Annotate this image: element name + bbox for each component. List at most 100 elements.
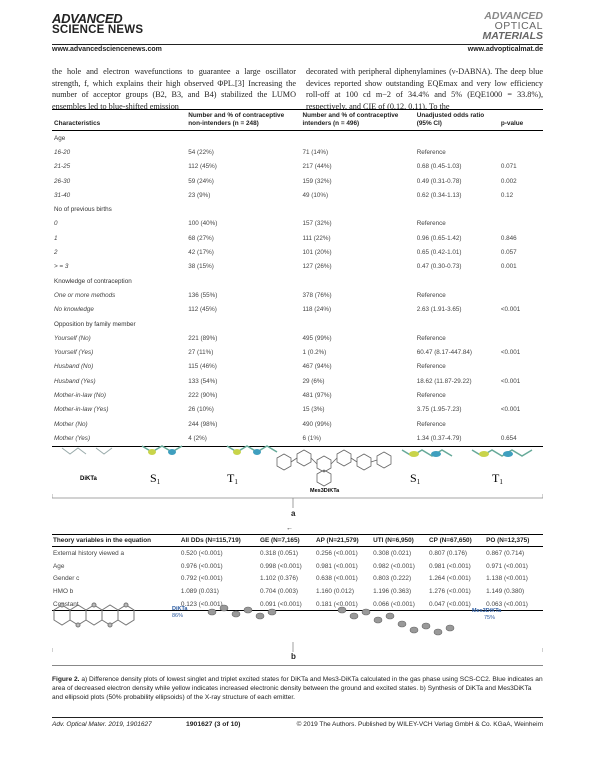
table-cell: 6 (1%) [300, 431, 415, 447]
label-s1-right: S1 [410, 471, 421, 486]
table-cell [499, 131, 543, 146]
journal-logo-right-line1: ADVANCED [484, 10, 543, 22]
table-cell: 495 (99%) [302, 334, 332, 342]
table-cell: 0.308 (0.021) [373, 549, 412, 557]
table-cell: 54 (22%) [188, 148, 214, 156]
table-row: Age 0.976 (<0.001) 0.998 (<0.001) 0.981 (<0… [52, 560, 543, 573]
row-label: Age [54, 134, 66, 142]
table-row: > = 3 38 (15%) 127 (26%) 0.47 (0.30-0.73) 0.… [52, 260, 543, 274]
table-cell: 29 (6%) [302, 377, 325, 385]
row-label: 26-30 [54, 177, 71, 185]
row-label: Mother-in-law (No) [54, 391, 107, 399]
table-cell: 222 (90%) [188, 391, 218, 399]
characteristics-table-header: Characteristics Number and % of contracep… [52, 109, 543, 131]
table-cell: 0.002 [500, 177, 517, 185]
row-label: 2 [54, 249, 58, 257]
row-label: No knowledge [54, 306, 94, 314]
figure-a-difference-density: DiKTa S1 T1 Mes3DiKTa S1 T1 [52, 445, 543, 508]
table-cell [186, 131, 300, 146]
table-row: 31-40 23 (9%) 49 (10%) 0.62 (0.34-1.13) 0.12 [52, 188, 543, 202]
table-cell: 100 (40%) [188, 220, 218, 228]
t2-header-cell: GE (N=7,165) [259, 534, 315, 547]
table-cell: 59 (24%) [188, 177, 214, 185]
table-cell: <0.001 [500, 377, 521, 385]
table-cell: 15 (3%) [302, 406, 325, 414]
table-cell: 0.971 (<0.001) [486, 562, 528, 570]
table-cell: 0.807 (0.176) [429, 549, 468, 557]
table-row: 2 42 (17%) 101 (20%) 0.65 (0.42-1.01) 0.057 [52, 245, 543, 259]
t2-header-cell: CP (N=67,650) [428, 534, 486, 547]
table-cell [415, 131, 499, 146]
table-cell: 71 (14%) [302, 148, 329, 156]
table-cell [186, 274, 300, 288]
table-cell [499, 202, 543, 216]
row-label: 31-40 [54, 191, 71, 199]
table-cell [499, 145, 543, 159]
table-row: Mother-in-law (No) 222 (90%) 481 (97%) Refe… [52, 388, 543, 402]
table-cell: 1.160 (0.012) [315, 587, 354, 595]
table-row: Opposition by family member [52, 317, 543, 331]
figure-caption-label: Figure 2. [52, 676, 80, 683]
table-row: No of previous births [52, 202, 543, 216]
table-row: No knowledge 112 (45%) 118 (24%) 2.63 (1.91… [52, 303, 543, 317]
table-cell: 0.654 [498, 431, 543, 447]
label-mes3dikta: Mes3DiKTa [310, 488, 340, 494]
row-label: Gender c [53, 575, 80, 583]
table-cell: 136 (55%) [188, 291, 218, 299]
figure-b-synthesis: DiKTa 86% Mes3DiKTa 75% [52, 602, 543, 652]
row-label: Mother (No) [54, 420, 88, 428]
table-cell: 0.638 (<0.001) [315, 575, 358, 583]
table-row: HMO b 1.089 (0.031) 0.704 (0.003) 1.160 (0.… [52, 585, 543, 598]
table-cell: 112 (45%) [188, 163, 217, 171]
mes3dikta-t1-density [471, 449, 533, 457]
url-left[interactable]: www.advancedsciencenews.com [52, 46, 162, 53]
row-label: Mother-in-law (Yes) [54, 406, 109, 414]
table-cell: 23 (9%) [188, 191, 211, 199]
table-cell: 0.65 (0.42-1.01) [416, 249, 462, 257]
theory-variables-table-header: Theory variables in the equation All DDs … [52, 534, 543, 547]
table-cell [300, 317, 414, 331]
table-cell: 0.47 (0.30-0.73) [416, 263, 462, 271]
journal-logo-right-line3: MATERIALS [482, 30, 543, 42]
t2-header-cell: All DDs (N=115,719) [179, 534, 260, 547]
mes3dikta-structure [276, 449, 392, 487]
table-row: 1 68 (27%) 111 (22%) 0.96 (0.65-1.42) 0.846 [52, 231, 543, 245]
footer-copyright: © 2019 The Authors. Published by WILEY-V… [296, 721, 543, 728]
table-row: Constant 0.123 (<0.001) 0.091 (<0.001) 0.18… [52, 597, 543, 612]
url-right[interactable]: www.advopticalmat.de [467, 46, 543, 53]
header-rule [52, 44, 543, 45]
journal-logo-left-line1: ADVANCED [52, 11, 123, 26]
footer-page-number: 1901627 (3 of 10) [186, 721, 241, 728]
table-cell [499, 417, 543, 431]
theory-variables-table-body: External history viewed a 0.520 (<0.001) 0… [52, 547, 543, 612]
t1-header-cell: p-value [498, 109, 543, 131]
table-cell: 467 (94%) [302, 363, 332, 371]
table-cell: Reference [416, 363, 446, 371]
dikta-t1-density [226, 445, 278, 455]
table-cell: 3.75 (1.95-7.23) [416, 406, 462, 414]
t1-header-cell: Characteristics [52, 109, 187, 131]
theory-variables-table: Theory variables in the equation All DDs … [52, 534, 543, 612]
table-cell: Reference [416, 291, 446, 299]
table-cell: 0.68 (0.45-1.03) [416, 163, 462, 171]
body-column-left: the hole and electron wavefunctions to g… [52, 66, 296, 112]
figure-caption-text: a) Difference density plots of lowest si… [52, 676, 543, 701]
table-cell: 0.998 (<0.001) [260, 562, 302, 570]
table-cell: 133 (54%) [188, 377, 218, 385]
journal-logo-right-line2: OPTICAL [494, 20, 543, 32]
label-s1-left: S1 [150, 471, 161, 486]
row-label: Yourself (Yes) [54, 349, 94, 357]
row-label: 1 [54, 234, 58, 242]
table-cell: 0.256 (<0.001) [315, 549, 358, 557]
table-cell: 42 (17%) [188, 249, 214, 257]
table-cell: 1.34 (0.37-4.79) [414, 431, 499, 447]
t2-header-cell: UTI (N=6,950) [372, 534, 429, 547]
table-cell: 0.982 (<0.001) [373, 562, 415, 570]
t2-header-cell: AP (N=21,579) [314, 534, 373, 547]
table-row: Mother (No) 244 (98%) 490 (99%) Reference [52, 417, 543, 431]
characteristics-table-body: Age 16-20 54 (22%) 71 (14%) Reference 21-25 11… [52, 131, 543, 447]
table-row: 0 100 (40%) 157 (32%) Reference [52, 217, 543, 231]
table-cell: 0.071 [500, 163, 517, 171]
body-column-right: decorated with peripheral diphenylamines… [306, 66, 543, 112]
table-row: 16-20 54 (22%) 71 (14%) Reference [52, 145, 543, 159]
